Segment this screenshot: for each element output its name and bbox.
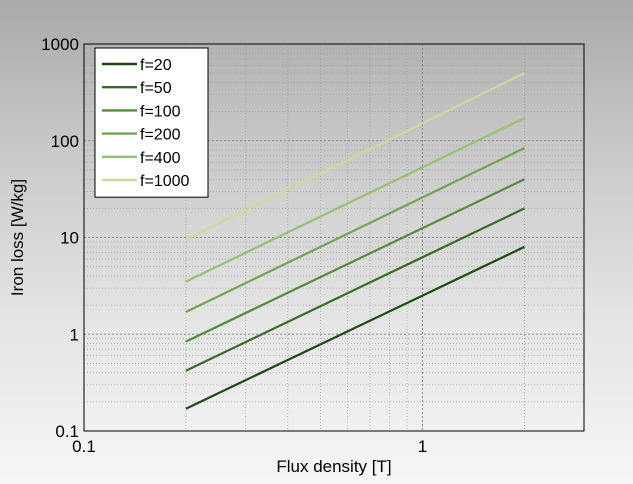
legend: f=20 f=50 f=100 f=200 f=400 f=1000 bbox=[94, 47, 209, 198]
series-lines bbox=[185, 72, 525, 410]
y-tick-label: 100 bbox=[51, 132, 79, 151]
y-tick-label: 0.1 bbox=[55, 422, 79, 441]
legend-label: f=1000 bbox=[140, 173, 189, 190]
legend-label: f=200 bbox=[140, 127, 181, 144]
y-axis-ticks: 0.1 1 10 100 1000 bbox=[41, 35, 79, 441]
legend-label: f=100 bbox=[140, 103, 181, 120]
y-tick-label: 10 bbox=[60, 229, 79, 248]
legend-label: f=50 bbox=[140, 80, 172, 97]
y-tick-label: 1 bbox=[70, 325, 79, 344]
series-line-f-400 bbox=[185, 117, 525, 283]
series-line-f-1000 bbox=[185, 72, 525, 241]
legend-label: f=400 bbox=[140, 150, 181, 167]
series-line-f-50 bbox=[185, 207, 525, 372]
grid-minor bbox=[84, 44, 585, 431]
x-tick-label: 0.1 bbox=[72, 437, 96, 456]
x-axis-ticks: 0.1 1 bbox=[72, 437, 427, 456]
x-axis-title: Flux density [T] bbox=[276, 457, 391, 476]
y-axis-title: Iron loss [W/kg] bbox=[8, 179, 27, 296]
y-tick-label: 1000 bbox=[41, 35, 79, 54]
legend-label: f=20 bbox=[140, 57, 172, 74]
legend-box bbox=[94, 47, 209, 198]
series-line-f-20 bbox=[185, 245, 525, 410]
series-line-f-200 bbox=[185, 147, 525, 313]
plot-frame bbox=[83, 43, 585, 432]
x-tick-label: 1 bbox=[418, 437, 427, 456]
series-line-f-100 bbox=[185, 178, 525, 343]
